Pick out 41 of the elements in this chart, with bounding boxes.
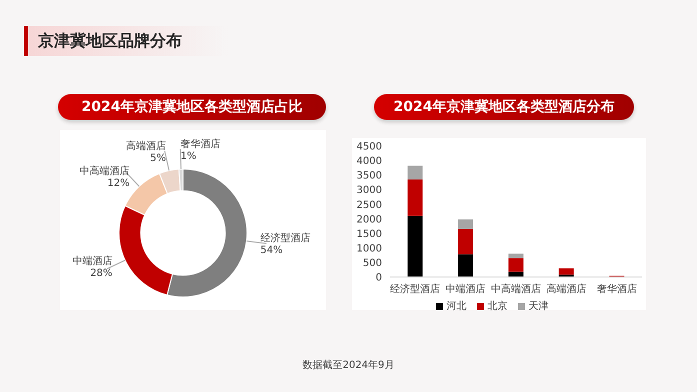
x-tick-label: 经济型酒店 — [390, 283, 440, 296]
slice-label: 中端酒店 — [72, 255, 112, 268]
data-label: 1% — [180, 151, 196, 162]
bar — [408, 166, 423, 180]
chart-title: 2024年京津冀地区各类型酒店占比 — [58, 94, 326, 120]
slice-label: 高端酒店 — [126, 140, 166, 152]
legend-label: 河北 — [446, 301, 466, 312]
bar — [558, 268, 574, 275]
y-tick-label: 500 — [362, 258, 382, 269]
y-tick-label: 3500 — [356, 170, 382, 182]
text: 数据截至2024年9月 — [302, 358, 396, 372]
bar — [508, 258, 524, 272]
text: 京津冀地区品牌分布 — [24, 26, 228, 56]
chart-title: 2024年京津冀地区各类型酒店分布 — [374, 94, 634, 120]
y-tick-label: 2000 — [356, 214, 382, 226]
y-tick-label: 1000 — [356, 243, 382, 254]
bar — [408, 179, 423, 216]
y-tick-label: 2500 — [356, 200, 382, 211]
data-label: 12% — [107, 178, 130, 190]
y-tick-label: 3000 — [356, 185, 382, 196]
slice-label: 中高端酒店 — [80, 165, 130, 178]
data-label: 5% — [150, 152, 166, 164]
slice-label: 经济型酒店 — [260, 232, 310, 244]
legend-label: 北京 — [488, 301, 508, 312]
x-tick-label: 中高端酒店 — [491, 283, 541, 296]
y-tick-label: 4500 — [356, 142, 382, 153]
slice-label: 奢华酒店 — [180, 138, 221, 150]
bar — [458, 228, 474, 254]
data-label: 28% — [90, 268, 112, 280]
bar — [508, 254, 524, 258]
x-tick-label: 奢华酒店 — [596, 283, 637, 296]
x-tick-label: 中端酒店 — [446, 283, 486, 296]
legend-label: 天津 — [528, 301, 548, 312]
y-tick-label: 4000 — [356, 156, 382, 168]
data-label: 54% — [260, 244, 283, 256]
x-tick-label: 高端酒店 — [546, 283, 586, 296]
bar — [408, 216, 423, 277]
bar — [458, 254, 474, 277]
y-tick-label: 0 — [376, 272, 382, 284]
bar — [458, 219, 474, 229]
y-tick-label: 1500 — [356, 228, 382, 240]
